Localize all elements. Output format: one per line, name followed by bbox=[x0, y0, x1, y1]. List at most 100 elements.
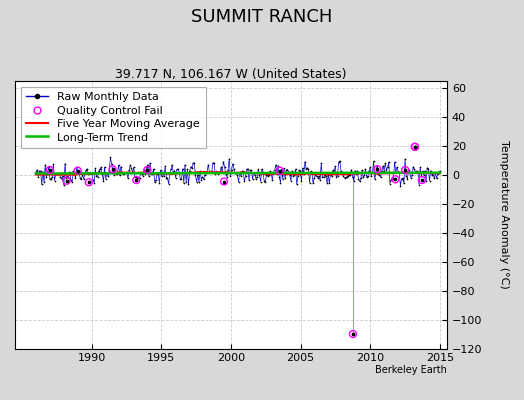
Point bbox=[339, 173, 347, 179]
Point bbox=[85, 179, 93, 186]
Point bbox=[275, 174, 283, 180]
Point bbox=[392, 164, 401, 170]
Point bbox=[59, 172, 67, 179]
Point bbox=[249, 170, 258, 176]
Point bbox=[161, 163, 169, 170]
Point bbox=[166, 170, 174, 176]
Point bbox=[112, 171, 121, 177]
Point bbox=[412, 168, 421, 174]
Point bbox=[113, 171, 122, 177]
Point bbox=[413, 168, 422, 175]
Point bbox=[147, 171, 156, 178]
Point bbox=[276, 168, 284, 174]
Point bbox=[70, 170, 79, 177]
Point bbox=[276, 168, 284, 174]
Point bbox=[69, 168, 78, 174]
Point bbox=[62, 178, 71, 184]
Point bbox=[315, 173, 323, 179]
Point bbox=[206, 169, 215, 176]
Point bbox=[167, 166, 175, 172]
Point bbox=[280, 165, 288, 172]
Point bbox=[305, 180, 314, 186]
Point bbox=[90, 180, 99, 186]
Point bbox=[358, 167, 366, 174]
Point bbox=[421, 168, 429, 174]
Point bbox=[159, 168, 167, 175]
Point bbox=[220, 178, 228, 185]
Point bbox=[401, 167, 409, 173]
Point bbox=[288, 168, 296, 174]
Point bbox=[344, 172, 352, 179]
Point bbox=[172, 166, 181, 173]
Point bbox=[427, 167, 435, 174]
Point bbox=[72, 164, 81, 170]
Point bbox=[311, 172, 320, 179]
Point bbox=[340, 175, 348, 181]
Point bbox=[424, 165, 432, 172]
Point bbox=[289, 172, 298, 179]
Point bbox=[418, 177, 426, 183]
Point bbox=[250, 172, 259, 178]
Point bbox=[192, 178, 201, 185]
Point bbox=[197, 176, 205, 183]
Point bbox=[411, 144, 419, 150]
Point bbox=[285, 168, 293, 175]
Point bbox=[294, 172, 302, 179]
Point bbox=[337, 168, 345, 174]
Point bbox=[391, 170, 400, 176]
Point bbox=[39, 169, 47, 175]
Point bbox=[104, 173, 112, 180]
Point bbox=[418, 177, 426, 183]
Point bbox=[108, 168, 117, 174]
Point bbox=[260, 178, 268, 184]
Point bbox=[128, 169, 137, 176]
Point bbox=[313, 175, 322, 181]
Point bbox=[418, 168, 427, 175]
Point bbox=[226, 172, 235, 179]
Point bbox=[42, 174, 51, 181]
Point bbox=[73, 168, 82, 174]
Point bbox=[143, 167, 151, 173]
Point bbox=[81, 171, 89, 178]
Point bbox=[180, 180, 188, 186]
Point bbox=[82, 167, 90, 174]
Point bbox=[132, 177, 140, 183]
Point bbox=[353, 168, 362, 174]
Point bbox=[151, 177, 160, 183]
Text: SUMMIT RANCH: SUMMIT RANCH bbox=[191, 8, 333, 26]
Point bbox=[348, 331, 357, 337]
Point bbox=[114, 162, 123, 168]
Point bbox=[222, 170, 230, 177]
Point bbox=[266, 168, 274, 174]
Point bbox=[253, 174, 261, 180]
Point bbox=[46, 176, 54, 182]
Point bbox=[406, 169, 414, 176]
Point bbox=[219, 158, 227, 165]
Point bbox=[265, 172, 273, 178]
Point bbox=[330, 169, 338, 175]
Point bbox=[319, 174, 328, 180]
Point bbox=[158, 173, 166, 179]
Point bbox=[281, 175, 289, 182]
Point bbox=[336, 158, 344, 164]
Point bbox=[97, 164, 105, 170]
Point bbox=[325, 180, 334, 186]
Point bbox=[76, 175, 84, 182]
Point bbox=[83, 166, 91, 172]
Point bbox=[185, 168, 194, 175]
Point bbox=[66, 169, 74, 175]
Point bbox=[213, 171, 222, 177]
Point bbox=[402, 172, 410, 179]
Point bbox=[365, 168, 373, 174]
Point bbox=[196, 168, 204, 174]
Point bbox=[391, 176, 400, 182]
Point bbox=[138, 171, 146, 177]
Point bbox=[364, 173, 372, 179]
Point bbox=[277, 166, 286, 172]
Point bbox=[431, 170, 440, 176]
Point bbox=[162, 174, 170, 181]
Point bbox=[184, 181, 193, 188]
Point bbox=[198, 174, 206, 180]
Point bbox=[217, 164, 225, 171]
Point bbox=[150, 179, 159, 185]
